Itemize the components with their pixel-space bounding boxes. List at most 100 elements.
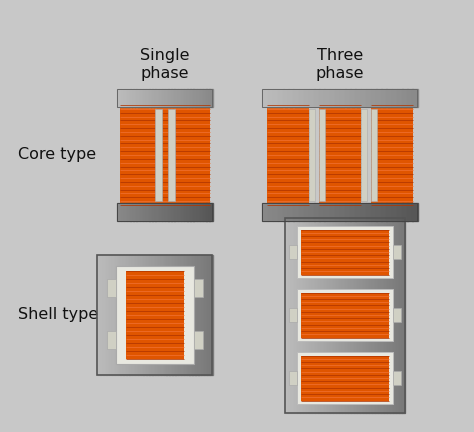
Bar: [329, 203, 335, 221]
Bar: [285, 217, 405, 413]
Bar: [402, 217, 405, 413]
Bar: [124, 203, 128, 221]
Bar: [194, 331, 203, 349]
Bar: [135, 255, 138, 375]
Bar: [293, 89, 299, 107]
Bar: [149, 203, 153, 221]
Bar: [197, 203, 201, 221]
Bar: [306, 217, 310, 413]
Bar: [204, 255, 207, 375]
Text: Single
phase: Single phase: [140, 48, 190, 81]
Bar: [351, 217, 355, 413]
Bar: [312, 217, 316, 413]
Bar: [289, 245, 297, 259]
Bar: [178, 89, 182, 107]
Bar: [329, 89, 335, 107]
Bar: [126, 255, 129, 375]
Bar: [318, 217, 321, 413]
Bar: [129, 255, 133, 375]
Bar: [162, 203, 165, 221]
Bar: [121, 89, 124, 107]
Text: Core type: Core type: [18, 147, 96, 162]
Bar: [325, 203, 330, 221]
Bar: [100, 255, 104, 375]
Bar: [309, 89, 315, 107]
Bar: [143, 203, 146, 221]
Bar: [376, 89, 382, 107]
Bar: [168, 89, 172, 107]
Bar: [372, 217, 375, 413]
Bar: [171, 89, 175, 107]
Bar: [402, 203, 408, 221]
Bar: [159, 89, 162, 107]
Bar: [288, 89, 294, 107]
Bar: [345, 203, 351, 221]
Bar: [193, 203, 197, 221]
Bar: [137, 203, 140, 221]
Bar: [392, 203, 397, 221]
Bar: [195, 255, 199, 375]
Bar: [340, 203, 346, 221]
Bar: [103, 255, 107, 375]
Bar: [340, 89, 346, 107]
Bar: [291, 217, 294, 413]
Bar: [190, 255, 193, 375]
Bar: [297, 217, 301, 413]
Bar: [155, 255, 158, 375]
Bar: [143, 89, 146, 107]
Bar: [335, 203, 340, 221]
Bar: [107, 331, 116, 349]
Bar: [348, 217, 352, 413]
Bar: [283, 203, 289, 221]
Bar: [375, 217, 379, 413]
Bar: [198, 255, 201, 375]
Bar: [166, 255, 170, 375]
Bar: [210, 255, 213, 375]
Bar: [140, 203, 143, 221]
Bar: [273, 203, 279, 221]
Bar: [172, 255, 176, 375]
Bar: [109, 255, 112, 375]
Bar: [412, 203, 418, 221]
Bar: [345, 217, 348, 413]
Bar: [393, 245, 401, 259]
Bar: [120, 105, 210, 205]
Bar: [315, 217, 319, 413]
Bar: [267, 105, 309, 205]
Bar: [361, 109, 367, 201]
Bar: [191, 203, 194, 221]
Bar: [268, 89, 273, 107]
Bar: [197, 89, 201, 107]
Bar: [407, 203, 413, 221]
Bar: [140, 89, 143, 107]
Bar: [118, 89, 121, 107]
Bar: [392, 89, 397, 107]
Bar: [301, 229, 389, 274]
Bar: [319, 89, 325, 107]
Bar: [98, 255, 101, 375]
Bar: [174, 203, 178, 221]
Text: Shell type: Shell type: [18, 308, 98, 323]
Bar: [301, 356, 389, 400]
Bar: [288, 203, 294, 221]
Bar: [155, 203, 159, 221]
Bar: [369, 217, 373, 413]
Bar: [278, 89, 283, 107]
Bar: [137, 89, 140, 107]
Bar: [207, 255, 210, 375]
Bar: [120, 255, 124, 375]
Bar: [203, 203, 207, 221]
Bar: [371, 105, 413, 205]
Bar: [366, 217, 370, 413]
Bar: [376, 203, 382, 221]
Bar: [301, 292, 389, 337]
Bar: [299, 89, 304, 107]
Bar: [303, 217, 307, 413]
Bar: [187, 89, 191, 107]
Bar: [297, 226, 393, 278]
Bar: [386, 203, 392, 221]
Bar: [330, 217, 334, 413]
Bar: [345, 89, 351, 107]
Bar: [115, 255, 118, 375]
Bar: [390, 217, 393, 413]
